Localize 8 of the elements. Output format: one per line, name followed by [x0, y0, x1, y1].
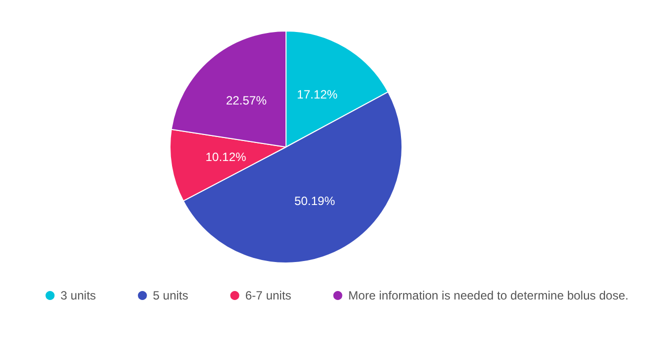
legend-label: 6-7 units: [245, 288, 292, 302]
legend-label: More information is needed to determine bolus dose.: [348, 288, 628, 302]
data-label: 50.19%: [294, 194, 336, 208]
data-label: 22.57%: [226, 94, 267, 108]
data-label: 17.12%: [296, 88, 338, 102]
legend-label: 3 units: [60, 288, 96, 302]
legend-label: 5 units: [152, 288, 188, 302]
data-label: 10.12%: [205, 150, 247, 164]
